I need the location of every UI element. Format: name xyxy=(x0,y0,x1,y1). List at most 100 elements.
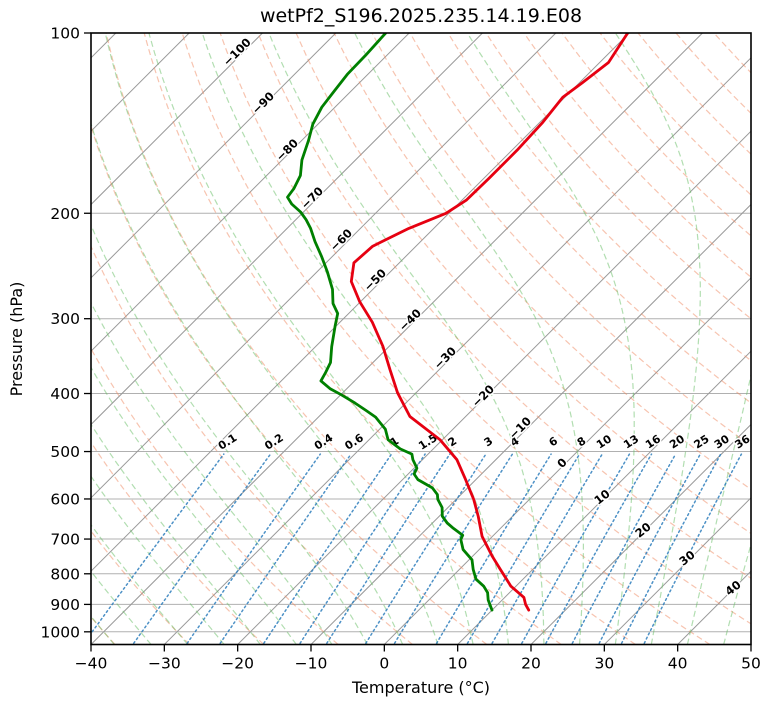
y-tick-label: 700 xyxy=(50,531,80,549)
x-tick-label: −30 xyxy=(148,655,181,673)
isotherm-label: 20 xyxy=(632,520,653,541)
moist-adiabat xyxy=(91,423,261,645)
sounding-profiles xyxy=(286,33,630,612)
mixing-ratio-label: 3 xyxy=(482,434,496,449)
moist-adiabat xyxy=(91,523,189,645)
dewpoint-curve xyxy=(286,33,494,612)
isotherm-label: 40 xyxy=(722,578,743,599)
dry-adiabat xyxy=(447,33,751,362)
dry-adiabat xyxy=(181,33,711,645)
dry-adiabat xyxy=(91,347,339,645)
moist-adiabat xyxy=(723,542,751,645)
isotherm-line xyxy=(91,33,483,426)
isotherm-label: −50 xyxy=(361,266,389,294)
dry-adiabat xyxy=(523,33,751,278)
mixing-ratio-label: 10 xyxy=(594,432,614,451)
x-tick-label: 50 xyxy=(741,655,761,673)
dry-adiabat-lines xyxy=(91,33,775,645)
mixing-ratio-label: 1.5 xyxy=(416,431,439,453)
x-tick-label: 0 xyxy=(379,655,389,673)
x-tick-label: −40 xyxy=(75,655,108,673)
isotherm-line xyxy=(91,33,190,132)
moist-adiabat xyxy=(354,33,584,645)
dry-adiabat xyxy=(91,124,488,645)
moist-adiabat-lines xyxy=(91,33,775,645)
moist-adiabat xyxy=(686,372,751,645)
dry-adiabat xyxy=(371,33,751,447)
isotherm-label: −30 xyxy=(431,344,459,372)
x-tick-label: 30 xyxy=(594,655,614,673)
dry-adiabat xyxy=(752,33,775,645)
dry-adiabat xyxy=(219,33,751,625)
dry-adiabat xyxy=(599,33,751,196)
y-tick-label: 900 xyxy=(50,596,80,614)
isotherm-line xyxy=(237,130,751,645)
moist-adiabat xyxy=(91,301,333,645)
isotherm-line xyxy=(163,57,751,645)
isotherm-line xyxy=(91,33,337,279)
mixing-ratio-label: 0.6 xyxy=(342,431,366,453)
mixing-ratio-label: 20 xyxy=(667,432,687,451)
mixing-ratio-line xyxy=(186,453,322,645)
y-tick-label: 1000 xyxy=(41,623,80,641)
dry-adiabat xyxy=(409,33,751,404)
mixing-ratio-line xyxy=(643,453,743,645)
mixing-ratio-line xyxy=(491,453,603,645)
dry-adiabat xyxy=(561,33,751,237)
mixing-ratio-line xyxy=(545,453,653,645)
moist-adiabat xyxy=(760,33,775,645)
isotherm-line xyxy=(91,33,557,499)
isotherm-label: 10 xyxy=(591,487,612,508)
x-axis-label: Temperature (°C) xyxy=(351,678,490,697)
isotherm-line xyxy=(457,350,751,645)
isotherm-lines xyxy=(91,33,751,645)
mixing-ratio-line xyxy=(299,453,426,645)
isotherm-line xyxy=(530,423,751,645)
mixing-ratio-label: 30 xyxy=(712,432,732,451)
line-labels: 0.1 0.2 0.4 0.6 1 1.5 2 3 4 6 8 10 13 16 20 25 30 36−100−… xyxy=(214,34,754,600)
temperature-curve xyxy=(349,33,630,612)
mixing-ratio-label: 25 xyxy=(692,432,712,451)
x-tick-label: 10 xyxy=(448,655,468,673)
mixing-ratio-line xyxy=(521,453,631,645)
plot-border xyxy=(90,32,752,646)
moist-adiabat xyxy=(268,33,545,645)
isotherm-line xyxy=(91,33,630,572)
chart-title: wetPf2_S196.2025.235.14.19.E08 xyxy=(260,5,582,27)
x-tick-label: 20 xyxy=(521,655,541,673)
mixing-ratio-lines xyxy=(91,453,743,645)
mixing-ratio-line xyxy=(435,453,552,645)
isotherm-line xyxy=(310,203,751,645)
mixing-ratio-line xyxy=(571,453,677,645)
dry-adiabat xyxy=(91,530,190,645)
mixing-ratio-line xyxy=(326,453,451,645)
mixing-ratio-label: 0.4 xyxy=(312,431,336,453)
y-tick-label: 600 xyxy=(50,490,80,508)
mixing-ratio-label: 13 xyxy=(621,432,641,451)
mixing-ratio-line xyxy=(132,453,272,645)
isotherm-label: −20 xyxy=(469,382,497,410)
x-tick-label: −10 xyxy=(295,655,328,673)
dry-adiabat xyxy=(295,33,751,535)
isotherm-line xyxy=(91,33,410,352)
y-tick-label: 300 xyxy=(50,310,80,328)
mixing-ratio-line xyxy=(393,453,514,645)
isotherm-line xyxy=(91,33,703,645)
mixing-ratio-label: 0.2 xyxy=(262,431,285,453)
mixing-ratio-label: 36 xyxy=(732,432,752,451)
y-axis-label: Pressure (hPa) xyxy=(7,282,26,397)
dry-adiabat xyxy=(91,244,413,645)
x-tick-label: −20 xyxy=(221,655,254,673)
isotherm-label: 0 xyxy=(554,455,570,471)
y-tick-label: 500 xyxy=(50,443,80,461)
mixing-ratio-line xyxy=(598,453,702,645)
mixing-ratio-label: 16 xyxy=(643,432,663,451)
moist-adiabat xyxy=(104,33,439,645)
dry-adiabat xyxy=(333,33,751,491)
moist-adiabat xyxy=(91,366,297,645)
mixing-ratio-label: 0.1 xyxy=(216,431,239,453)
y-tick-label: 200 xyxy=(50,205,80,223)
dry-adiabat xyxy=(637,33,751,155)
isotherm-line xyxy=(750,643,751,645)
